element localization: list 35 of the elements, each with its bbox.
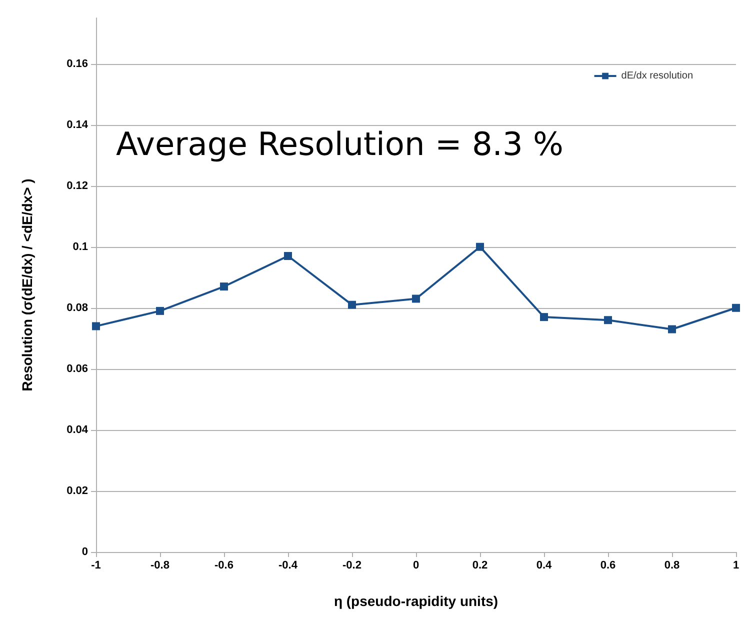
y-tick-label: 0.1 (72, 240, 88, 253)
point (476, 242, 484, 251)
point (348, 300, 356, 309)
x-tick-label: -0.4 (278, 560, 298, 572)
y-axis-title: Resolution (σ(dE/dx) / <dE/dx> ) (19, 178, 35, 392)
y-tick-label: 0.02 (66, 484, 88, 497)
x-tick-label: -0.6 (214, 560, 234, 572)
legend-label: dE/dx resolution (621, 70, 694, 82)
y-tick-label: 0.08 (66, 302, 88, 314)
point (156, 306, 164, 315)
y-tick-label: 0.04 (66, 424, 89, 436)
x-tick-label: 0.4 (536, 560, 553, 572)
x-tick-label: -1 (91, 560, 101, 572)
x-tick-label: -0.2 (342, 560, 362, 572)
y-tick-label: 0.06 (66, 362, 88, 375)
x-tick-label: 0 (412, 560, 420, 572)
annotation: Average Resolution = 8.3 % (116, 125, 564, 163)
point (732, 304, 740, 312)
point (668, 325, 676, 334)
x-axis-title: η (pseudo-rapidity units) (334, 593, 498, 609)
x-tick-label: -0.8 (150, 560, 170, 572)
x-tick-label: 0.6 (600, 560, 616, 572)
x-tick-label: 0.2 (472, 560, 488, 572)
y-tick-label: 0.16 (66, 58, 88, 70)
point (92, 322, 100, 330)
point (284, 252, 292, 260)
point (412, 294, 420, 303)
x-tick-label: 0.8 (664, 560, 680, 572)
y-tick-label: 0.12 (66, 180, 88, 192)
point (220, 282, 228, 291)
y-tick-label: 0.14 (66, 118, 89, 131)
point (540, 313, 548, 322)
y-tick-label: 0 (82, 546, 88, 558)
x-tick-label: 1 (732, 560, 740, 572)
point (604, 316, 612, 324)
